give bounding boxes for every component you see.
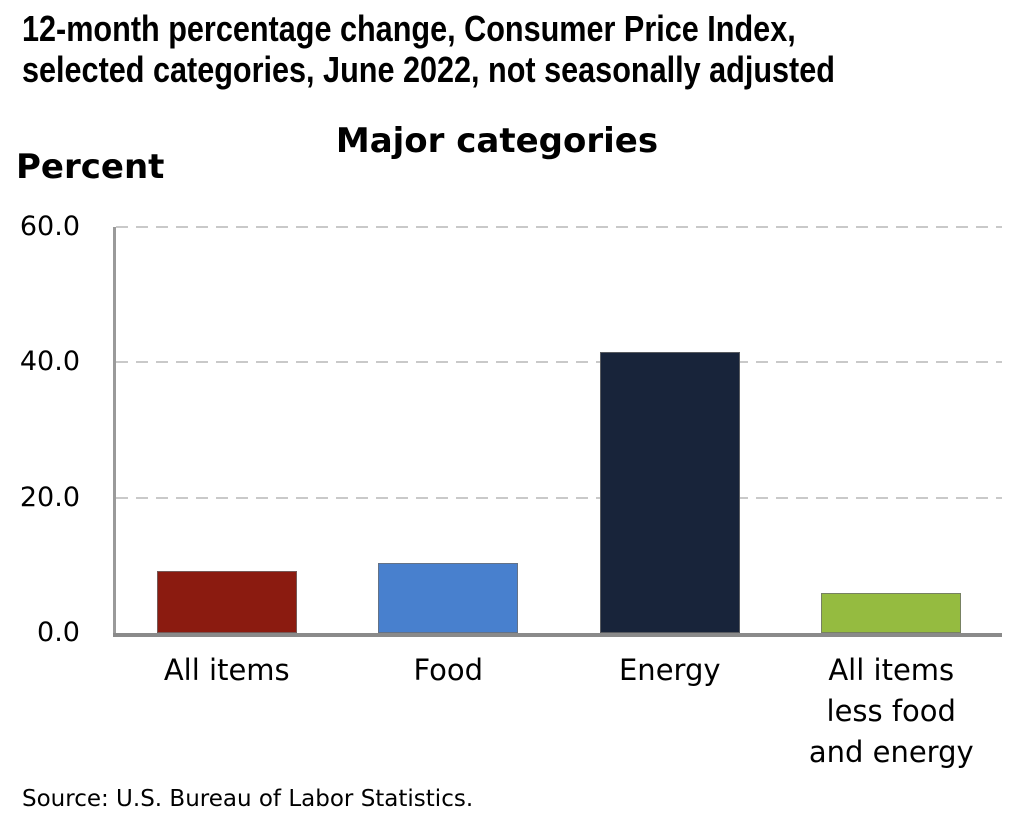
y-tick-label-60: 60.0: [19, 211, 80, 242]
chart-subtitle: Major categories: [335, 121, 659, 161]
x-category-label-food: Food: [413, 653, 484, 687]
gridline-60: [116, 226, 1002, 228]
x-category-label-energy: Energy: [618, 653, 721, 687]
y-axis-line: [113, 227, 116, 633]
title-line-1: 12-month percentage change, Consumer Pri…: [22, 8, 796, 49]
y-tick-label-0: 0.0: [37, 617, 80, 648]
bar-all-items-less-food-and-energy: [821, 593, 962, 633]
gridline-20: [116, 496, 1002, 499]
bar-energy: [599, 351, 740, 633]
title-line-2: selected categories, June 2022, not seas…: [22, 49, 835, 90]
x-category-label-all-items: All items: [163, 653, 290, 687]
x-category-label-all-items-less-food-and-energy: All items less food and energy: [808, 653, 974, 769]
bar-food: [378, 562, 519, 633]
gridline-40: [116, 361, 1002, 364]
source-note: Source: U.S. Bureau of Labor Statistics.: [22, 786, 474, 812]
x-axis-line: [113, 633, 1002, 637]
y-tick-label-40: 40.0: [19, 346, 80, 378]
y-tick-label-20: 20.0: [19, 481, 80, 513]
chart-main-title: 12-month percentage change, Consumer Pri…: [22, 8, 835, 90]
bar-all-items: [156, 571, 297, 633]
y-axis-title: Percent: [16, 147, 165, 187]
